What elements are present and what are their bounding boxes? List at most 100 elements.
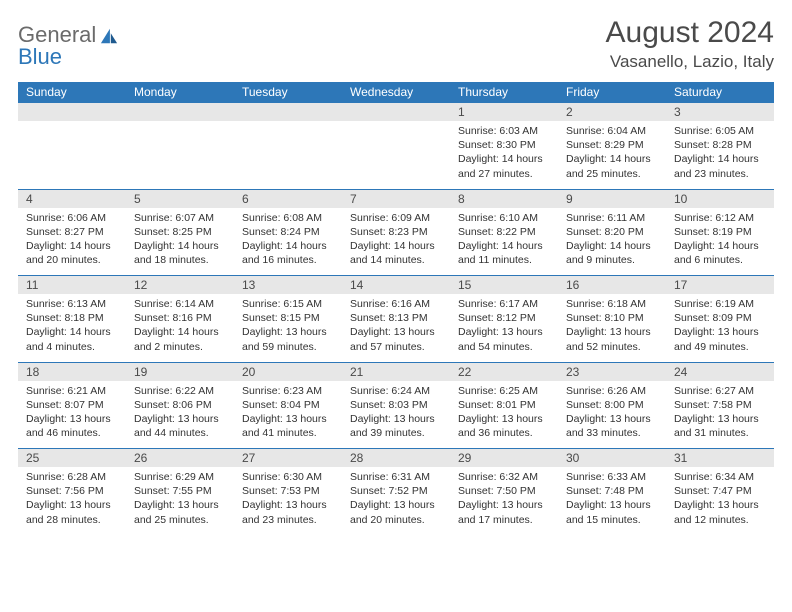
day-detail-cell: Sunrise: 6:33 AMSunset: 7:48 PMDaylight:… [558, 467, 666, 535]
sunset-text: Sunset: 8:07 PM [26, 398, 118, 412]
day-number-row: 18192021222324 [18, 362, 774, 381]
day-detail-cell: Sunrise: 6:34 AMSunset: 7:47 PMDaylight:… [666, 467, 774, 535]
sunrise-text: Sunrise: 6:12 AM [674, 211, 766, 225]
sunset-text: Sunset: 8:10 PM [566, 311, 658, 325]
daylight-text: Daylight: 13 hours and 44 minutes. [134, 412, 226, 440]
daylight-text: Daylight: 13 hours and 49 minutes. [674, 325, 766, 353]
day-number-cell: 8 [450, 189, 558, 208]
day-number-cell: 27 [234, 449, 342, 468]
daylight-text: Daylight: 13 hours and 20 minutes. [350, 498, 442, 526]
day-number-cell: 26 [126, 449, 234, 468]
day-detail-cell: Sunrise: 6:22 AMSunset: 8:06 PMDaylight:… [126, 381, 234, 449]
sunset-text: Sunset: 8:22 PM [458, 225, 550, 239]
day-detail-cell: Sunrise: 6:27 AMSunset: 7:58 PMDaylight:… [666, 381, 774, 449]
day-detail-cell: Sunrise: 6:25 AMSunset: 8:01 PMDaylight:… [450, 381, 558, 449]
day-detail-cell: Sunrise: 6:13 AMSunset: 8:18 PMDaylight:… [18, 294, 126, 362]
weekday-header: Monday [126, 82, 234, 103]
day-number-cell [18, 103, 126, 122]
sunset-text: Sunset: 7:53 PM [242, 484, 334, 498]
daylight-text: Daylight: 14 hours and 18 minutes. [134, 239, 226, 267]
sunset-text: Sunset: 8:27 PM [26, 225, 118, 239]
day-detail-cell: Sunrise: 6:29 AMSunset: 7:55 PMDaylight:… [126, 467, 234, 535]
day-detail-cell: Sunrise: 6:08 AMSunset: 8:24 PMDaylight:… [234, 208, 342, 276]
logo-sail-icon [98, 27, 120, 45]
sunset-text: Sunset: 8:01 PM [458, 398, 550, 412]
sunrise-text: Sunrise: 6:18 AM [566, 297, 658, 311]
sunrise-text: Sunrise: 6:13 AM [26, 297, 118, 311]
sunset-text: Sunset: 7:55 PM [134, 484, 226, 498]
sunrise-text: Sunrise: 6:23 AM [242, 384, 334, 398]
sunset-text: Sunset: 8:15 PM [242, 311, 334, 325]
daylight-text: Daylight: 13 hours and 15 minutes. [566, 498, 658, 526]
daylight-text: Daylight: 13 hours and 28 minutes. [26, 498, 118, 526]
sunset-text: Sunset: 7:56 PM [26, 484, 118, 498]
month-title: August 2024 [606, 16, 774, 50]
day-detail-cell: Sunrise: 6:12 AMSunset: 8:19 PMDaylight:… [666, 208, 774, 276]
day-number-cell: 14 [342, 276, 450, 295]
daylight-text: Daylight: 13 hours and 39 minutes. [350, 412, 442, 440]
header: GeneralBlue August 2024 Vasanello, Lazio… [18, 16, 774, 72]
day-detail-cell: Sunrise: 6:18 AMSunset: 8:10 PMDaylight:… [558, 294, 666, 362]
sunset-text: Sunset: 8:23 PM [350, 225, 442, 239]
calendar-body: 123Sunrise: 6:03 AMSunset: 8:30 PMDaylig… [18, 103, 774, 536]
sunrise-text: Sunrise: 6:30 AM [242, 470, 334, 484]
day-detail-cell: Sunrise: 6:23 AMSunset: 8:04 PMDaylight:… [234, 381, 342, 449]
daylight-text: Daylight: 13 hours and 31 minutes. [674, 412, 766, 440]
sunrise-text: Sunrise: 6:31 AM [350, 470, 442, 484]
sunset-text: Sunset: 8:03 PM [350, 398, 442, 412]
sunset-text: Sunset: 8:00 PM [566, 398, 658, 412]
day-number-cell: 24 [666, 362, 774, 381]
day-number-cell: 5 [126, 189, 234, 208]
sunset-text: Sunset: 8:18 PM [26, 311, 118, 325]
day-detail-cell: Sunrise: 6:04 AMSunset: 8:29 PMDaylight:… [558, 121, 666, 189]
day-detail-row: Sunrise: 6:13 AMSunset: 8:18 PMDaylight:… [18, 294, 774, 362]
sunrise-text: Sunrise: 6:34 AM [674, 470, 766, 484]
daylight-text: Daylight: 14 hours and 27 minutes. [458, 152, 550, 180]
sunrise-text: Sunrise: 6:14 AM [134, 297, 226, 311]
day-detail-cell: Sunrise: 6:24 AMSunset: 8:03 PMDaylight:… [342, 381, 450, 449]
day-detail-cell: Sunrise: 6:30 AMSunset: 7:53 PMDaylight:… [234, 467, 342, 535]
day-detail-cell: Sunrise: 6:17 AMSunset: 8:12 PMDaylight:… [450, 294, 558, 362]
day-number-cell [234, 103, 342, 122]
sunset-text: Sunset: 8:19 PM [674, 225, 766, 239]
sunset-text: Sunset: 7:47 PM [674, 484, 766, 498]
weekday-header-row: Sunday Monday Tuesday Wednesday Thursday… [18, 82, 774, 103]
day-detail-cell [234, 121, 342, 189]
day-number-cell: 1 [450, 103, 558, 122]
sunset-text: Sunset: 8:20 PM [566, 225, 658, 239]
day-number-cell [126, 103, 234, 122]
day-detail-cell: Sunrise: 6:15 AMSunset: 8:15 PMDaylight:… [234, 294, 342, 362]
day-number-cell: 28 [342, 449, 450, 468]
sunrise-text: Sunrise: 6:07 AM [134, 211, 226, 225]
sunrise-text: Sunrise: 6:17 AM [458, 297, 550, 311]
sunrise-text: Sunrise: 6:28 AM [26, 470, 118, 484]
day-detail-cell: Sunrise: 6:05 AMSunset: 8:28 PMDaylight:… [666, 121, 774, 189]
sunrise-text: Sunrise: 6:04 AM [566, 124, 658, 138]
sunrise-text: Sunrise: 6:22 AM [134, 384, 226, 398]
daylight-text: Daylight: 14 hours and 4 minutes. [26, 325, 118, 353]
daylight-text: Daylight: 13 hours and 23 minutes. [242, 498, 334, 526]
day-number-cell: 22 [450, 362, 558, 381]
sunrise-text: Sunrise: 6:21 AM [26, 384, 118, 398]
day-number-cell: 31 [666, 449, 774, 468]
weekday-header: Saturday [666, 82, 774, 103]
sunset-text: Sunset: 8:12 PM [458, 311, 550, 325]
daylight-text: Daylight: 13 hours and 54 minutes. [458, 325, 550, 353]
weekday-header: Thursday [450, 82, 558, 103]
day-number-cell: 17 [666, 276, 774, 295]
day-detail-cell: Sunrise: 6:28 AMSunset: 7:56 PMDaylight:… [18, 467, 126, 535]
weekday-header: Wednesday [342, 82, 450, 103]
day-number-cell: 20 [234, 362, 342, 381]
sunset-text: Sunset: 8:13 PM [350, 311, 442, 325]
day-number-cell: 13 [234, 276, 342, 295]
daylight-text: Daylight: 13 hours and 59 minutes. [242, 325, 334, 353]
day-number-cell: 4 [18, 189, 126, 208]
sunset-text: Sunset: 7:50 PM [458, 484, 550, 498]
sunset-text: Sunset: 8:29 PM [566, 138, 658, 152]
day-number-row: 45678910 [18, 189, 774, 208]
day-number-cell: 9 [558, 189, 666, 208]
day-number-cell: 2 [558, 103, 666, 122]
sunrise-text: Sunrise: 6:33 AM [566, 470, 658, 484]
day-detail-cell: Sunrise: 6:32 AMSunset: 7:50 PMDaylight:… [450, 467, 558, 535]
sunrise-text: Sunrise: 6:05 AM [674, 124, 766, 138]
